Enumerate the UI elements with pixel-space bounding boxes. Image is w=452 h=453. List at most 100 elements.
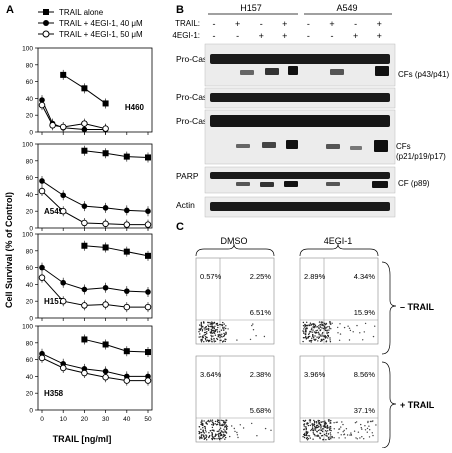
flow-plot-4: 3.96% 8.56% 37.1% [299,355,379,443]
y-tick-label: 60 [26,79,34,86]
data-point-open [38,274,46,281]
quadrant-upper-left-value: 2.89% [304,272,326,281]
data-point-filled [145,289,151,295]
blot-label-pro-casp-8: Pro-Casp-8 [176,54,220,64]
annotation-cfs-p43-p41: CFs (p43/p41) [398,70,449,79]
trail-sign-lane-5: - [307,19,310,29]
data-point-open [59,297,67,305]
data-point-open [123,377,131,384]
quadrant-upper-right-value: 8.56% [354,370,376,379]
trail-sign-lane-7: - [354,19,357,29]
y-tick-label: 0 [29,130,33,137]
flow-plot-3: 3.64% 2.38% 5.68% [195,355,275,443]
data-point-open [81,302,88,309]
data-point-filled [60,192,66,199]
x-tick-label: 30 [102,416,110,423]
egi-sign-lane-3: + [259,31,264,41]
flow-plot-frame [195,355,275,443]
trail-sign-lane-2: + [235,19,240,29]
data-point-open [102,301,109,308]
row-label-trail: TRAIL: [175,19,200,28]
data-point-open [49,122,56,129]
y-tick-label: 40 [26,374,34,381]
data-point-open [81,120,88,127]
treatment-minus-trail: – TRAIL [400,302,435,312]
cell-line-a549: A549 [336,3,357,13]
quadrant-upper-right-value: 2.38% [250,370,272,379]
subplot-title: H460 [125,103,145,112]
subplot-title: H358 [44,389,64,398]
y-tick-label: 0 [29,316,33,323]
data-point-square [145,252,151,259]
y-tick-label: 80 [26,62,34,69]
blot-label-actin: Actin [176,200,195,210]
trail-sign-lane-3: - [260,19,263,29]
series-line-0 [84,245,149,257]
data-point-open [102,125,109,132]
blot-label-pro-casp-3: Pro-Casp-3 [176,116,220,126]
data-point-square [102,244,109,251]
quadrant-lower-right-value: 6.51% [250,308,272,317]
data-point-filled [102,368,109,375]
subplot-title: A549 [44,207,64,216]
trail-sign-lane-4: + [282,19,287,29]
data-point-square [81,242,88,249]
panel-label-b: B [176,4,184,16]
legend-marker-egi-50 [42,30,50,38]
panel-a-ylabel: Cell Survival (% of Control) [4,192,14,308]
series-line-2 [41,190,148,226]
y-tick-label: 20 [26,299,34,306]
quadrant-upper-left-value: 0.57% [200,272,222,281]
blot-pro-casp-9: Pro-Casp-9 [176,87,396,109]
data-point-square [102,150,109,157]
subplot-title: H157 [44,297,64,306]
quadrant-lower-right-value: 37.1% [354,406,376,415]
data-point-filled [60,279,66,286]
y-tick-label: 100 [22,232,33,239]
egi-sign-lane-4: + [282,31,287,41]
egi-sign-lane-7: + [353,31,358,41]
data-point-square [81,147,88,154]
legend-marker-trail-alone [43,9,49,15]
data-point-filled [81,203,88,209]
data-point-square [123,153,130,160]
trail-sign-lane-8: + [377,19,382,29]
y-tick-label: 40 [26,282,34,289]
series-line-0 [84,150,149,158]
data-point-open [81,369,88,377]
condition-dmso: DMSO [221,236,248,246]
series-line-2 [41,277,148,308]
panel-a-xlabel: TRAIL [ng/ml] [53,434,112,444]
annotation-p21-p19-p17: (p21/p19/p17) [396,152,446,161]
flow-plots: 0.57% 2.25% 6.51% 2.89% 4.34% 15.9% 3.64% 2.38%… [195,257,379,443]
data-point-square [81,336,88,343]
y-tick-label: 0 [29,226,33,233]
y-tick-label: 80 [26,158,34,165]
quadrant-lower-right-value: 15.9% [354,308,376,317]
blot-pro-casp-8: Pro-Casp-8 [176,43,396,87]
data-point-open [38,187,46,195]
data-point-filled [102,205,109,211]
data-point-open [144,221,152,228]
series-line-0 [84,338,149,353]
quadrant-upper-left-value: 3.96% [304,370,326,379]
subplot-h358: 0 20 40 60 80 100 0 10 20 30 40 50 H358 [22,324,153,423]
legend-egi-40: TRAIL + 4EGI-1, 40 μM [59,19,143,28]
data-point-open [38,354,46,362]
trail-sign-lane-1: - [213,19,216,29]
blot-parp: PARP [176,166,396,194]
data-point-filled [124,207,130,214]
subplot-frame [37,143,153,229]
legend-marker-egi-40 [43,20,49,26]
series-line-2 [41,357,148,382]
y-tick-label: 0 [29,408,33,415]
x-tick-label: 0 [40,416,44,423]
data-point-open [38,101,46,109]
y-tick-label: 40 [26,96,34,103]
condition-4egi-1: 4EGI-1 [324,236,353,246]
data-point-square [145,349,151,356]
y-tick-label: 40 [26,192,34,199]
data-point-filled [124,288,130,294]
series-line-1 [41,180,149,212]
row-label-egi: 4EGI-1: [172,31,200,40]
